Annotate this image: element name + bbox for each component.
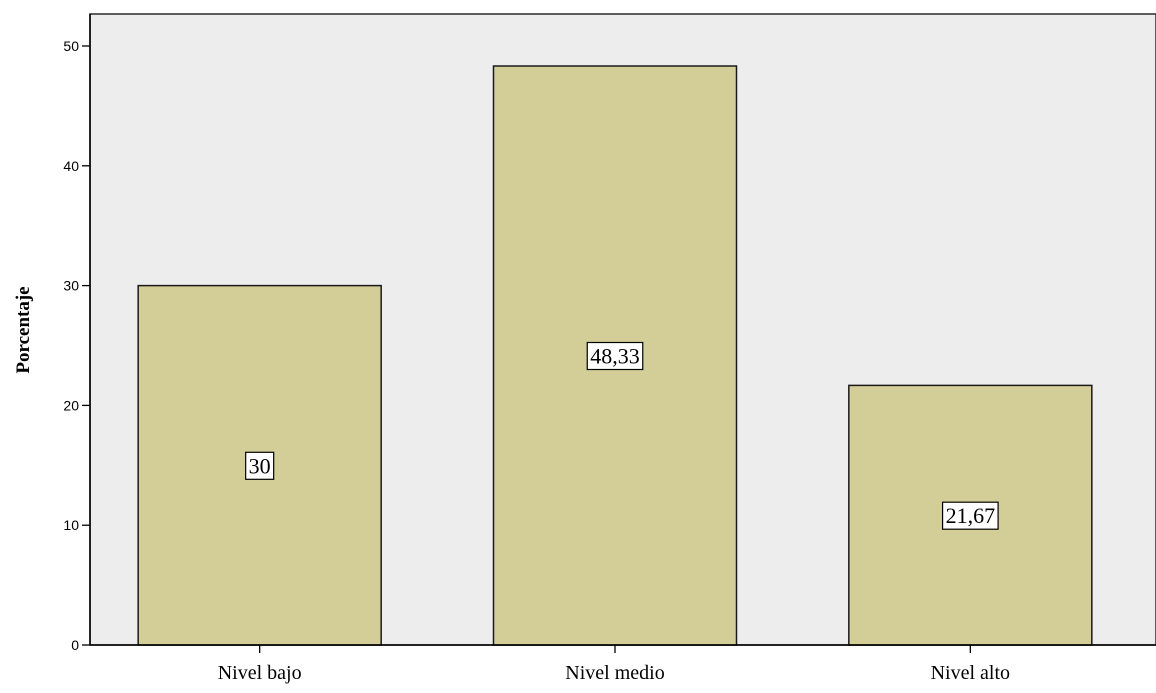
- bar-value-label: 21,67: [941, 501, 999, 530]
- x-category-label: Nivel medio: [565, 662, 664, 684]
- y-tick-label: 10: [63, 517, 79, 533]
- x-axis-labels: Nivel bajo Nivel medio Nivel alto: [218, 645, 1010, 684]
- y-tick-label: 0: [71, 637, 79, 653]
- bar-value-label: 30: [245, 451, 275, 480]
- bar-value-text: 30: [249, 453, 271, 478]
- bar-value-box: [245, 451, 275, 480]
- y-axis-ticks: 0 10 20 30 40 50: [63, 38, 90, 653]
- y-tick-label: 40: [63, 158, 79, 174]
- y-tick-label: 20: [63, 397, 79, 413]
- y-tick-label: 30: [63, 278, 79, 294]
- bar-value-box: [586, 341, 644, 371]
- x-category-label: Nivel bajo: [218, 662, 302, 684]
- bar-value-text: 21,67: [946, 503, 996, 528]
- bar-value-label: 48,33: [586, 341, 644, 371]
- bar-value-text: 48,33: [590, 344, 640, 369]
- bar-value-box: [941, 501, 999, 530]
- bars: 30 48,33 21,67: [137, 65, 1093, 646]
- y-tick-label: 50: [63, 38, 79, 54]
- x-category-label: Nivel alto: [931, 662, 1010, 684]
- y-axis-title: Porcentaje: [13, 286, 34, 373]
